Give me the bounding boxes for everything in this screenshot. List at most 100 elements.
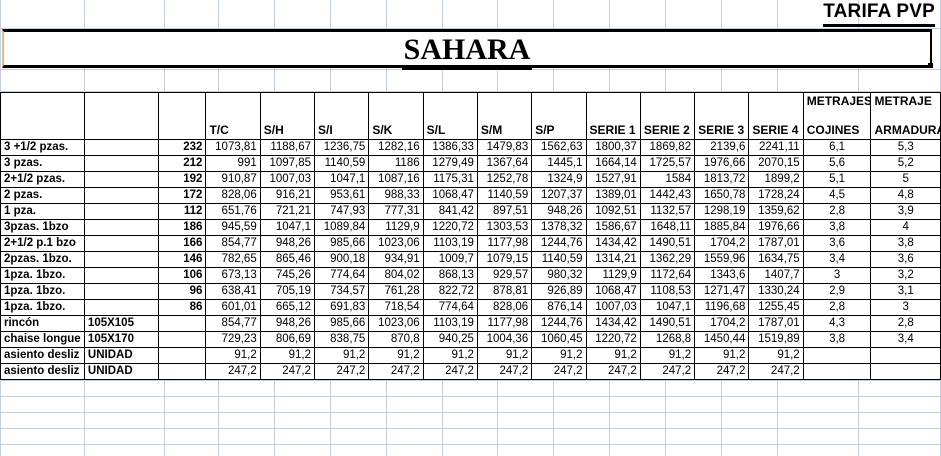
cell-size[interactable] (83, 139, 159, 156)
cell-serie3[interactable]: 91,2 (694, 347, 750, 364)
cell-serie3[interactable]: 1196,68 (694, 299, 750, 316)
table-row[interactable]: asiento desliz UNIDAD 247,2 247,2 247,2 247,2… (0, 363, 941, 380)
cell-sl[interactable]: 774,64 (422, 299, 478, 316)
cell-sm[interactable]: 929,57 (476, 267, 533, 284)
cell-sl[interactable]: 940,25 (422, 331, 478, 348)
cell-cojines[interactable]: 4,5 (802, 187, 872, 204)
cell-sh[interactable]: 806,69 (259, 331, 316, 348)
cell-sh[interactable]: 948,26 (259, 235, 316, 252)
cell-serie1[interactable]: 1800,37 (585, 139, 641, 156)
table-row[interactable]: rincón 105X105 854,77 948,26 985,66 1023,06 11… (0, 315, 941, 332)
cell-cojines[interactable]: 3,8 (802, 331, 872, 348)
cell-sk[interactable]: 934,91 (368, 251, 424, 268)
cell-serie3[interactable]: 1450,44 (694, 331, 750, 348)
table-row[interactable]: 1pza. 1bzo. 86 601,01 665,12 691,83 718,54 774… (0, 299, 941, 316)
cell-qty[interactable]: 232 (157, 139, 207, 156)
cell-si[interactable]: 953,61 (314, 187, 370, 204)
cell-size[interactable] (83, 203, 159, 220)
cell-sp[interactable]: 1207,37 (531, 187, 587, 204)
cell-size[interactable]: UNIDAD (83, 363, 159, 380)
cell-armadura[interactable]: 4,8 (870, 187, 941, 204)
cell-serie1[interactable]: 1389,01 (585, 187, 641, 204)
cell-serie2[interactable]: 1172,64 (639, 267, 696, 284)
cell-cojines[interactable]: 4,3 (802, 315, 872, 332)
cell-cojines[interactable]: 2,8 (802, 299, 872, 316)
cell-serie2[interactable]: 1108,53 (639, 283, 696, 300)
cell-sp[interactable]: 1445,1 (531, 155, 587, 172)
cell-serie1[interactable]: 1314,21 (585, 251, 641, 268)
cell-serie1[interactable]: 1129,9 (585, 267, 641, 284)
cell-sk[interactable]: 247,2 (368, 363, 424, 380)
cell-sk[interactable]: 761,28 (368, 283, 424, 300)
cell-tc[interactable]: 854,77 (205, 315, 261, 332)
cell-armadura[interactable]: 3,4 (870, 331, 941, 348)
cell-tc[interactable]: 729,23 (205, 331, 261, 348)
cell-cojines[interactable]: 3 (802, 267, 872, 284)
cell-cojines[interactable] (802, 363, 872, 380)
cell-cojines[interactable]: 2,9 (802, 283, 872, 300)
cell-si[interactable]: 1236,75 (314, 139, 370, 156)
cell-serie2[interactable]: 91,2 (639, 347, 696, 364)
cell-sk[interactable]: 804,02 (368, 267, 424, 284)
cell-sh[interactable]: 1047,1 (259, 219, 316, 236)
cell-sm[interactable]: 1140,59 (476, 187, 533, 204)
cell-serie1[interactable]: 1434,42 (585, 235, 641, 252)
cell-sp[interactable]: 926,89 (531, 283, 587, 300)
cell-armadura[interactable]: 3 (870, 299, 941, 316)
cell-si[interactable]: 734,57 (314, 283, 370, 300)
cell-serie2[interactable]: 1490,51 (639, 235, 696, 252)
cell-size[interactable] (83, 251, 159, 268)
cell-sk[interactable]: 718,54 (368, 299, 424, 316)
cell-sl[interactable]: 1386,33 (422, 139, 478, 156)
cell-si[interactable]: 985,66 (314, 235, 370, 252)
cell-sk[interactable]: 1023,06 (368, 235, 424, 252)
cell-model[interactable]: 1 pza. (0, 203, 85, 220)
cell-qty[interactable]: 146 (157, 251, 207, 268)
cell-serie3[interactable]: 1704,2 (694, 315, 750, 332)
cell-tc[interactable]: 1073,81 (205, 139, 261, 156)
cell-serie2[interactable]: 1490,51 (639, 315, 696, 332)
cell-serie4[interactable]: 1787,01 (748, 235, 804, 252)
cell-size[interactable] (83, 235, 159, 252)
cell-cojines[interactable]: 3,8 (802, 219, 872, 236)
cell-sm[interactable]: 247,2 (476, 363, 533, 380)
cell-sl[interactable]: 1103,19 (422, 315, 478, 332)
cell-serie4[interactable]: 1787,01 (748, 315, 804, 332)
cell-sh[interactable]: 1097,85 (259, 155, 316, 172)
cell-serie4[interactable]: 1899,2 (748, 171, 804, 188)
cell-serie1[interactable]: 1092,51 (585, 203, 641, 220)
cell-serie3[interactable]: 1559,96 (694, 251, 750, 268)
cell-sl[interactable]: 247,2 (422, 363, 478, 380)
cell-cojines[interactable]: 2,8 (802, 203, 872, 220)
cell-serie2[interactable]: 1132,57 (639, 203, 696, 220)
cell-size[interactable]: 105X170 (83, 331, 159, 348)
cell-sk[interactable]: 1023,06 (368, 315, 424, 332)
cell-qty[interactable] (157, 315, 207, 332)
cell-model[interactable]: 2 pzas. (0, 187, 85, 204)
cell-serie2[interactable]: 1869,82 (639, 139, 696, 156)
cell-sk[interactable]: 1129,9 (368, 219, 424, 236)
cell-sh[interactable]: 705,19 (259, 283, 316, 300)
cell-serie4[interactable]: 1359,62 (748, 203, 804, 220)
cell-armadura[interactable]: 5,3 (870, 139, 941, 156)
cell-si[interactable]: 985,66 (314, 315, 370, 332)
cell-sp[interactable]: 980,32 (531, 267, 587, 284)
cell-sm[interactable]: 1177,98 (476, 235, 533, 252)
cell-sp[interactable]: 1324,9 (531, 171, 587, 188)
cell-sm[interactable]: 828,06 (476, 299, 533, 316)
cell-serie2[interactable]: 1442,43 (639, 187, 696, 204)
cell-qty[interactable] (157, 331, 207, 348)
cell-si[interactable]: 247,2 (314, 363, 370, 380)
cell-sl[interactable]: 91,2 (422, 347, 478, 364)
cell-serie4[interactable]: 247,2 (748, 363, 804, 380)
table-row[interactable]: 3 +1/2 pzas. 232 1073,81 1188,67 1236,75 1282… (0, 139, 941, 156)
cell-tc[interactable]: 854,77 (205, 235, 261, 252)
cell-cojines[interactable]: 5,6 (802, 155, 872, 172)
cell-armadura[interactable]: 5,2 (870, 155, 941, 172)
cell-sk[interactable]: 91,2 (368, 347, 424, 364)
cell-serie3[interactable]: 1885,84 (694, 219, 750, 236)
cell-sm[interactable]: 1303,53 (476, 219, 533, 236)
cell-sp[interactable]: 247,2 (531, 363, 587, 380)
cell-sm[interactable]: 1367,64 (476, 155, 533, 172)
cell-serie4[interactable]: 1976,66 (748, 219, 804, 236)
